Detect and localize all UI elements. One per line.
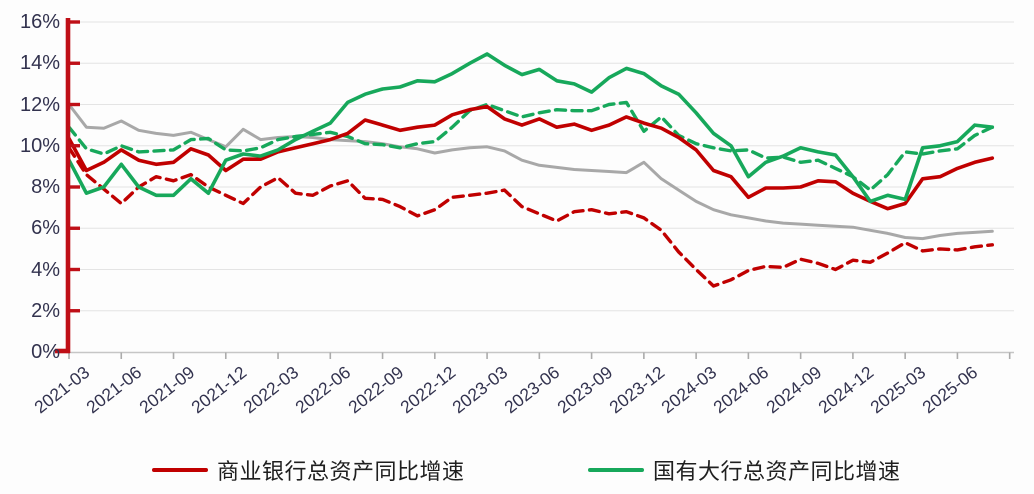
legend-item-commercial-banks[interactable]: 商业银行总资产同比增速: [152, 452, 465, 488]
legend-line-red-swatch: [152, 468, 208, 472]
y-axis-label: 8%: [31, 176, 60, 198]
y-axis-label: 12%: [19, 93, 60, 116]
legend-line-green-swatch: [588, 468, 644, 472]
legend: 商业银行总资产同比增速 国有大行总资产同比增速: [0, 452, 1034, 488]
series-line-gray-unlabeled: [67, 103, 994, 241]
legend-label-state-owned-banks: 国有大行总资产同比增速: [653, 459, 901, 484]
y-axis-label: 6%: [31, 217, 60, 240]
legend-label-commercial-banks: 商业银行总资产同比增速: [217, 459, 465, 484]
legend-item-state-owned-banks[interactable]: 国有大行总资产同比增速: [588, 452, 901, 488]
y-axis-label: 4%: [31, 258, 60, 281]
series-line-green-dashed-unlabeled: [67, 100, 994, 192]
y-axis-label: 16%: [19, 11, 60, 33]
series-line-state-owned-banks: [67, 52, 995, 204]
y-axis-label: 2%: [31, 299, 60, 322]
series-line-red-dashed-unlabeled: [67, 146, 994, 288]
y-axis-label: 0%: [31, 341, 60, 363]
y-axis-label: 10%: [19, 134, 60, 157]
y-axis-label: 14%: [19, 52, 60, 75]
